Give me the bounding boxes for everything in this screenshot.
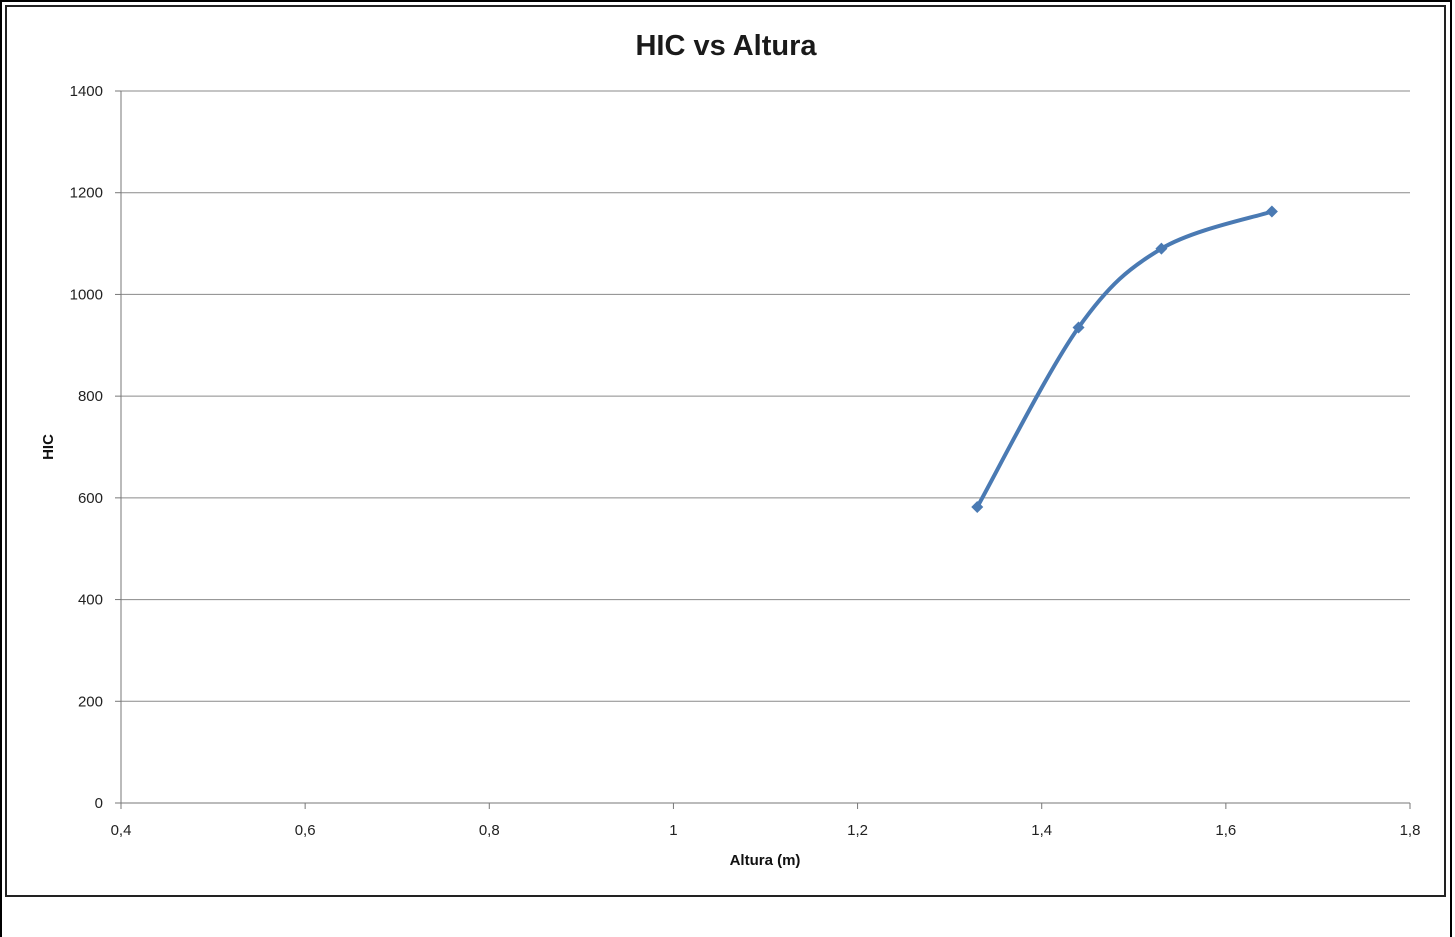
data-point-marker <box>1072 321 1085 334</box>
x-tick-label: 1,2 <box>847 822 868 839</box>
y-tick-label: 1000 <box>70 286 103 303</box>
y-tick-label: 1400 <box>70 83 103 100</box>
y-tick-label: 600 <box>78 490 103 507</box>
data-point-marker <box>971 501 984 514</box>
gridlines <box>121 90 1410 702</box>
x-axis-ticks: 0,4 0,6 0,8 1 1,2 1,4 1,6 1,8 <box>111 803 1421 839</box>
y-tick-label: 400 <box>78 592 103 609</box>
x-tick-label: 0,6 <box>295 822 316 839</box>
x-tick-label: 1 <box>669 822 677 839</box>
series-line <box>975 209 1274 510</box>
x-tick-label: 0,8 <box>479 822 500 839</box>
data-point-marker <box>1265 205 1278 218</box>
y-tick-label: 0 <box>95 795 103 812</box>
data-point-marker <box>1155 242 1168 255</box>
x-tick-label: 0,4 <box>111 822 132 839</box>
y-tick-label: 200 <box>78 693 103 710</box>
x-tick-label: 1,6 <box>1215 822 1236 839</box>
y-tick-label: 800 <box>78 388 103 405</box>
y-tick-label: 1200 <box>70 185 103 202</box>
chart-frame <box>5 5 1446 897</box>
x-axis-title: Altura (m) <box>730 852 801 869</box>
x-tick-label: 1,4 <box>1031 822 1052 839</box>
series-group <box>971 205 1278 514</box>
y-axis-title: HIC <box>40 434 57 460</box>
y-axis-ticks: 0 200 400 600 800 1000 1200 1400 <box>70 83 121 812</box>
chart-title: HIC vs Altura <box>635 30 817 62</box>
x-tick-label: 1,8 <box>1400 822 1421 839</box>
